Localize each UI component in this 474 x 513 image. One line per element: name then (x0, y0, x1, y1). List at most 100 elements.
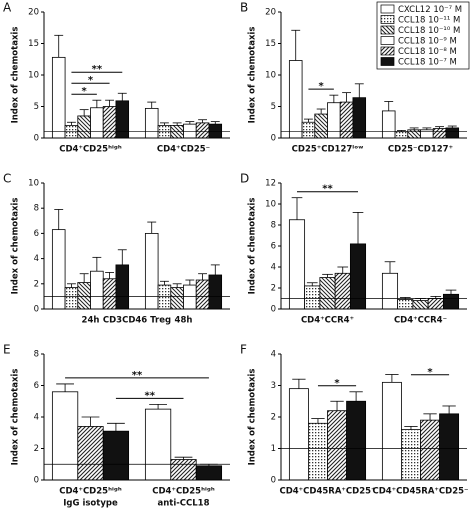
bar (401, 429, 421, 481)
y-tick-label: 8 (34, 350, 39, 360)
bar (64, 287, 79, 310)
y-tick-label: 0 (271, 134, 276, 144)
bar (208, 123, 223, 139)
bar (102, 278, 117, 310)
legend-swatch (380, 36, 395, 45)
y-tick-label: 2 (34, 279, 39, 289)
bar (157, 284, 172, 310)
x-tick-label: CD4⁺CCR4⁻ (394, 316, 447, 326)
bar (327, 102, 341, 139)
y-tick-label: 8 (34, 204, 39, 214)
significance-label: * (319, 81, 325, 92)
bar (115, 100, 130, 139)
x-tick-sublabel: IgG isotype (63, 499, 118, 509)
x-tick-label: CD4⁺CD25ʰⁱᵍʰ (59, 487, 122, 497)
legend-swatch (380, 46, 395, 56)
legend-label: CXCL12 10⁻⁷ M (398, 5, 462, 15)
legend-swatch (380, 15, 395, 24)
bar (144, 232, 159, 310)
x-tick-label: CD25⁺CD127ˡᵒʷ (292, 145, 364, 155)
y-tick-label: 2 (34, 444, 39, 454)
y-axis-label: Index of chemotaxis (11, 369, 21, 466)
x-tick-label: CD4⁺CD25ʰⁱᵍʰ (152, 487, 215, 497)
y-axis-label: Index of chemotaxis (248, 369, 258, 466)
bar (195, 279, 210, 310)
bar (102, 430, 130, 481)
legend-label: CCL18 10⁻¹⁰ M (398, 26, 460, 36)
y-tick-label: 8 (271, 221, 276, 231)
bar (439, 413, 460, 481)
y-axis-label: Index of chemotaxis (11, 198, 21, 295)
bar (334, 272, 351, 310)
x-tick-label: CD4⁺CD45RA⁺CD25⁺ (279, 487, 375, 497)
y-tick-label: 4 (34, 254, 39, 264)
bar (445, 127, 460, 139)
bar (381, 110, 396, 139)
y-axis-label: Index of chemotaxis (248, 198, 258, 295)
bar (304, 285, 321, 310)
bar (308, 422, 328, 481)
x-tick-label: 48h (175, 316, 193, 326)
legend-swatch (380, 57, 395, 66)
y-tick-label: 4 (271, 263, 276, 273)
y-tick-label: 10 (265, 71, 276, 81)
bar (115, 264, 130, 310)
bar (319, 277, 336, 310)
y-tick-label: 10 (28, 179, 39, 189)
bar (314, 113, 328, 139)
y-tick-label: 2 (271, 284, 276, 294)
bar (77, 115, 91, 139)
bar (288, 219, 306, 310)
significance-label: ** (322, 184, 333, 195)
y-axis-label: Index of chemotaxis (11, 27, 21, 124)
y-tick-label: 15 (265, 39, 276, 49)
panel: D Index of chemotaxis 0 2 4 6 8 10 12 CD4⁺CCR4⁺ CD… (240, 172, 467, 326)
legend-swatch (380, 4, 395, 14)
legend-label: CCL18 10⁻⁷ M (398, 58, 457, 68)
bar (288, 388, 309, 481)
y-tick-label: 10 (28, 71, 39, 81)
significance-label: * (82, 86, 88, 97)
y-axis-label: Index of chemotaxis (248, 27, 258, 124)
bar (394, 131, 409, 139)
significance-label: * (334, 378, 340, 389)
significance-label: * (427, 367, 433, 378)
y-tick-label: 4 (34, 413, 39, 423)
significance-label: ** (132, 370, 143, 381)
legend-swatch (380, 25, 395, 35)
y-tick-label: 20 (265, 8, 276, 18)
panel-label: D (240, 172, 249, 186)
bar (427, 298, 444, 310)
bar (90, 107, 104, 139)
bar (288, 60, 303, 139)
y-tick-label: 20 (28, 8, 39, 18)
bar (183, 123, 197, 139)
panel: F Index of chemotaxis 0 1 2 3 4 CD4⁺CD45RA⁺CD25… (240, 343, 469, 497)
y-tick-label: 0 (271, 476, 276, 486)
significance-label: ** (144, 390, 155, 401)
bar (102, 106, 117, 139)
panel-label: B (240, 1, 248, 15)
bar (432, 128, 447, 139)
y-tick-label: 5 (34, 102, 39, 112)
panel-label: C (3, 172, 11, 186)
bar (144, 408, 172, 481)
panel-label: A (3, 1, 12, 15)
bar (301, 121, 316, 139)
bar (397, 299, 414, 310)
bar (195, 465, 223, 481)
bar (327, 410, 347, 481)
y-tick-label: 0 (34, 305, 39, 315)
panel-label: E (3, 343, 11, 357)
bar (170, 459, 197, 481)
bar (381, 381, 402, 481)
x-tick-label: CD4⁺CD25ʰⁱᵍʰ (59, 145, 122, 155)
bar (144, 107, 159, 139)
legend-label: CCL18 10⁻⁹ M (398, 37, 457, 47)
y-tick-label: 3 (271, 381, 276, 391)
bar (208, 274, 223, 310)
y-tick-label: 2 (271, 413, 276, 423)
bar (349, 243, 367, 310)
panel: C Index of chemotaxis 0 2 4 6 8 10 24h 48h CD3CD46… (3, 172, 230, 326)
y-tick-label: 15 (28, 39, 39, 49)
